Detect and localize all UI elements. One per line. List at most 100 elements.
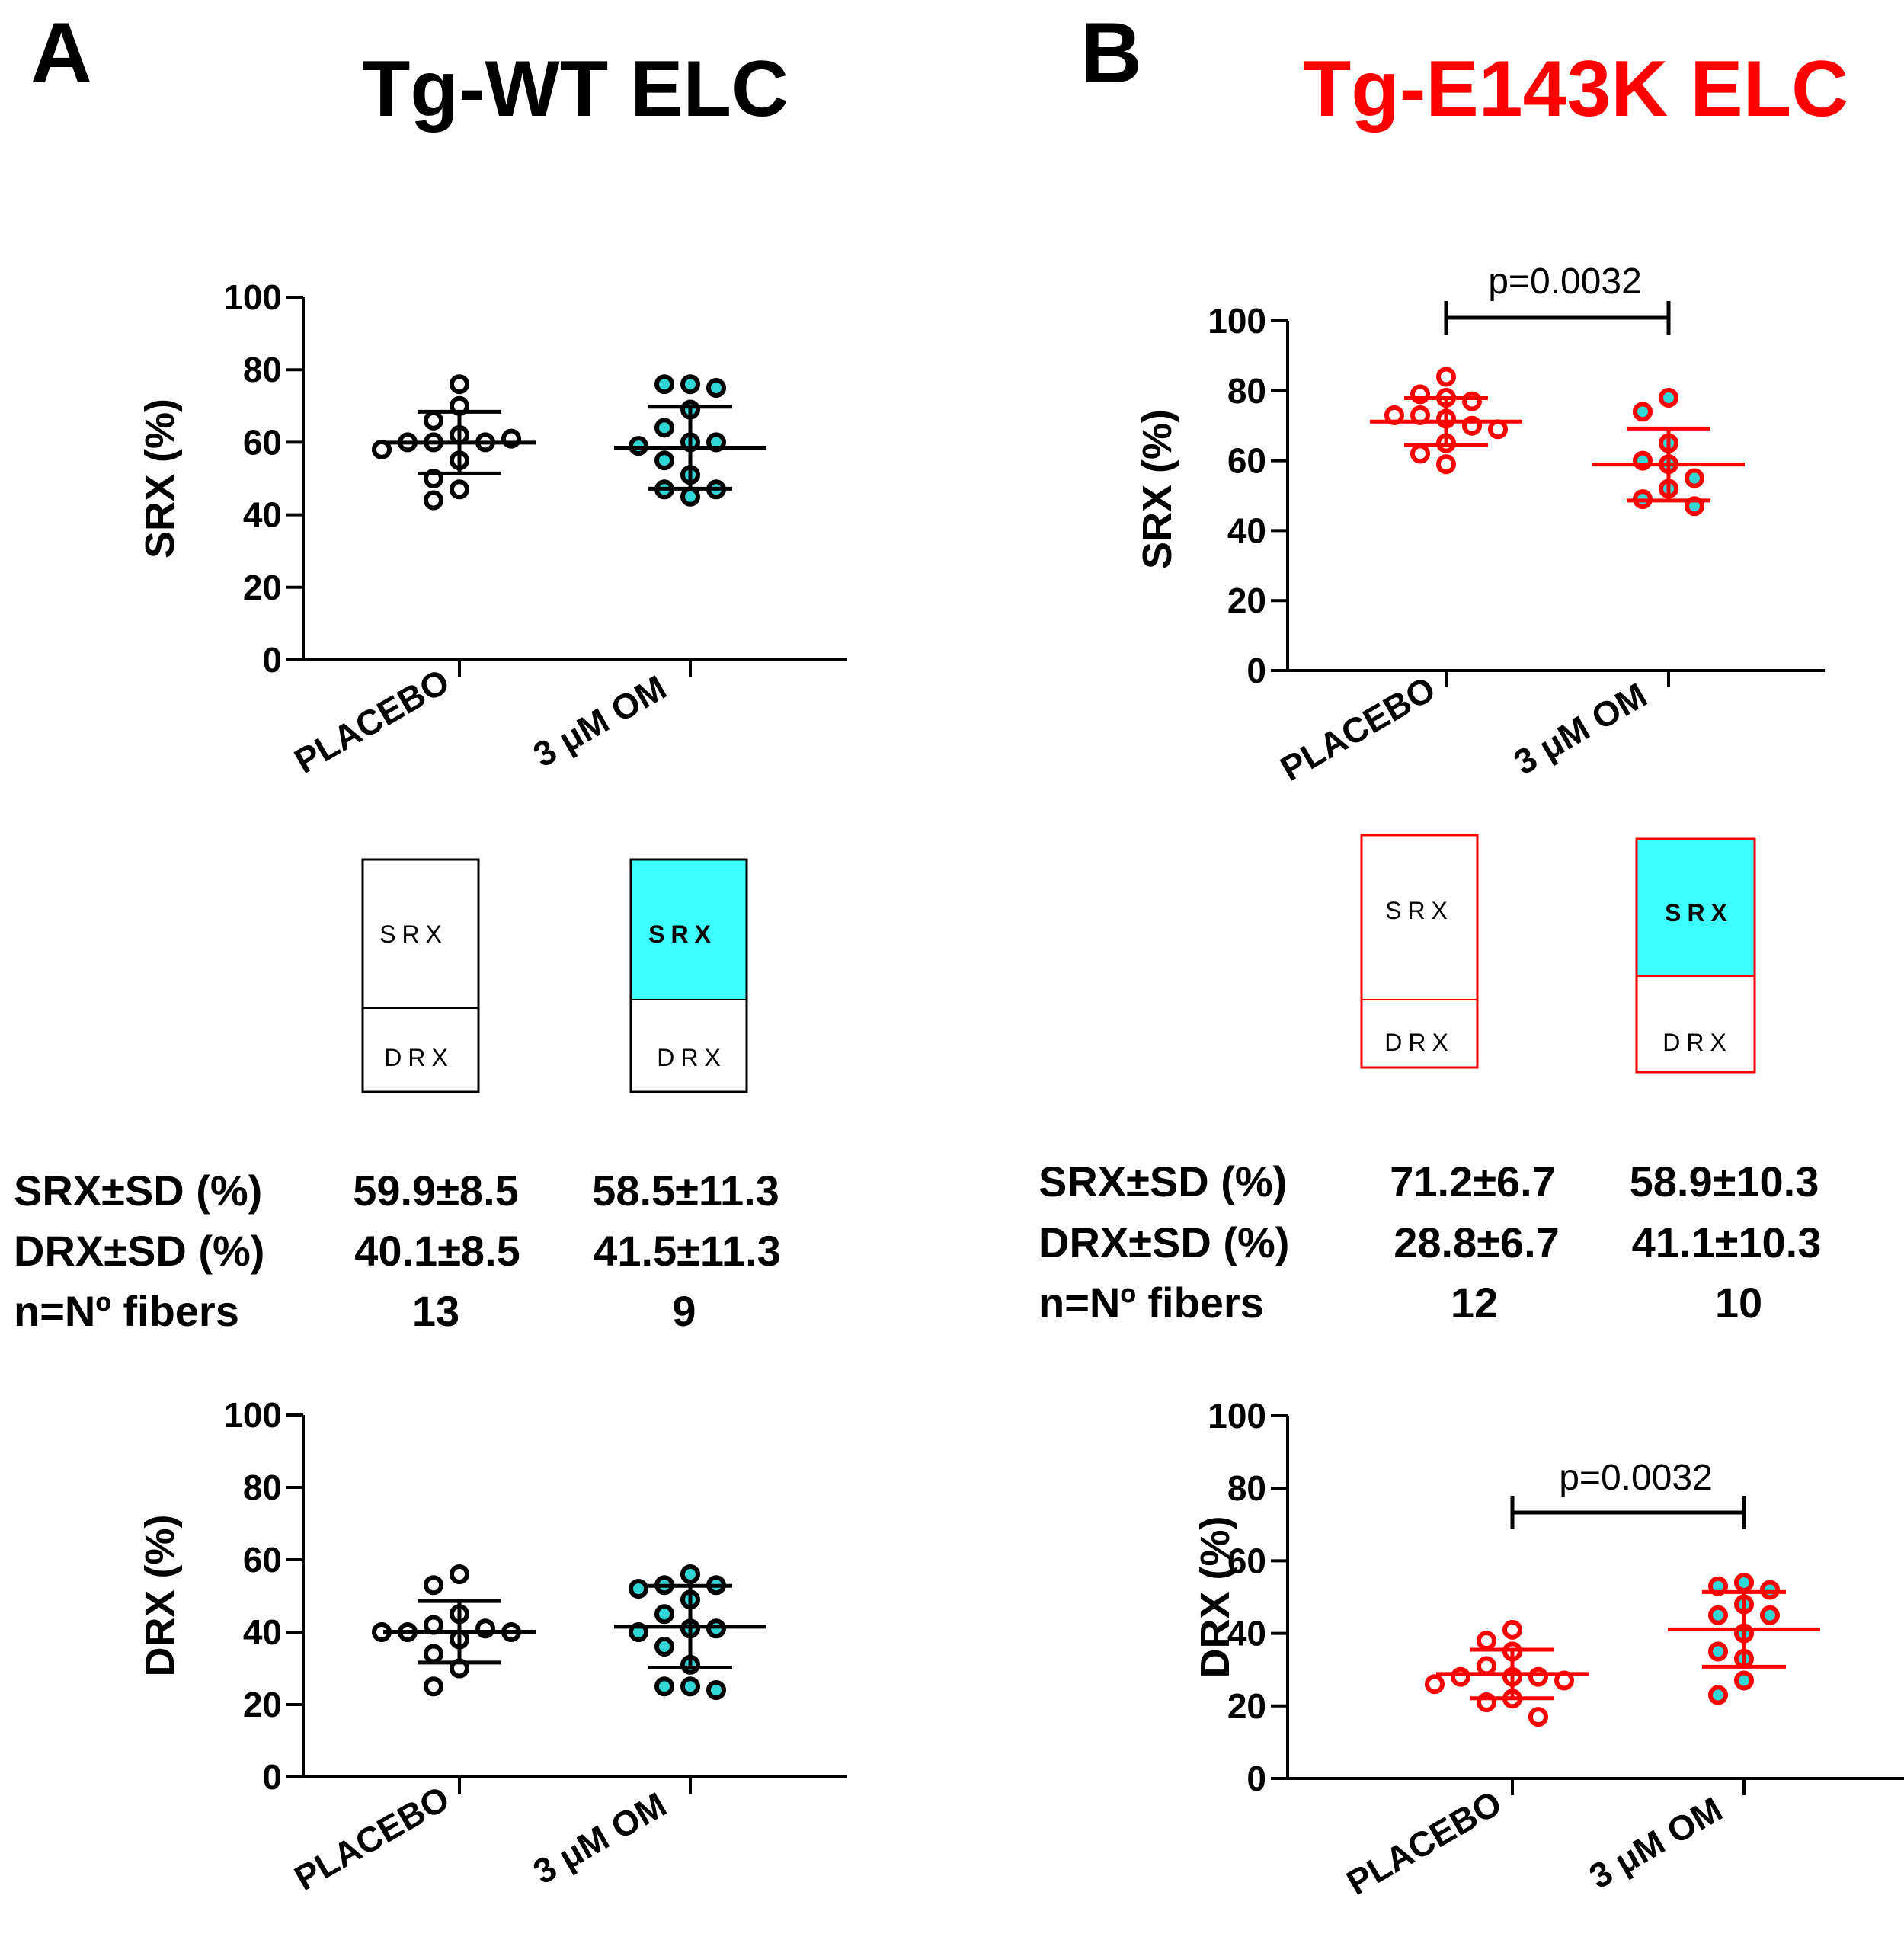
data-point xyxy=(1708,1685,1728,1705)
y-tick-label: 80 xyxy=(243,1468,282,1507)
y-tick-label: 20 xyxy=(243,1685,282,1724)
data-point xyxy=(424,1575,443,1596)
table-row-label-srx: SRX±SD (%) xyxy=(14,1167,262,1215)
data-point xyxy=(1477,1631,1496,1651)
table-cell-placebo-srx: 59.9±8.5 xyxy=(353,1167,519,1215)
data-point xyxy=(1451,1666,1470,1687)
schematic-box xyxy=(1360,834,1479,1069)
chart-b-srx: 0 20 40 60 80 100 SRX (%) PLACEBO 3 μM OM p=0.003… xyxy=(1134,261,1825,789)
y-axis-label: DRX (%) xyxy=(1192,1516,1238,1679)
table-cell-om-drx: 41.5±11.3 xyxy=(594,1227,781,1275)
schematic-drx-label: DRX xyxy=(1384,1029,1454,1056)
schematic-srx-fill xyxy=(631,860,747,1000)
x-tick-label: 3 μM OM xyxy=(1582,1789,1729,1897)
data-point xyxy=(1425,1674,1445,1695)
table-cell-om-srx: 58.9±10.3 xyxy=(1630,1157,1819,1205)
y-tick-label: 40 xyxy=(243,495,282,535)
data-point xyxy=(424,1644,443,1664)
data-point xyxy=(654,374,674,395)
data-point xyxy=(1708,1605,1728,1625)
y-tick-label: 80 xyxy=(1227,371,1266,411)
y-tick-label: 60 xyxy=(1227,441,1266,481)
table-cell-placebo-drx: 28.8±6.7 xyxy=(1394,1218,1560,1266)
y-tick-label: 20 xyxy=(1227,581,1266,620)
data-point xyxy=(1528,1707,1548,1727)
data-point xyxy=(1760,1605,1780,1625)
y-tick-label: 100 xyxy=(223,277,282,317)
data-point xyxy=(654,1676,674,1697)
chart-a-srx: 0 20 40 60 80 100 SRX (%) PLACEBO 3 μM OM xyxy=(137,277,847,781)
table-row-label-n: n=Nº fibers xyxy=(14,1287,239,1335)
y-tick-label: 80 xyxy=(1227,1468,1266,1508)
data-point xyxy=(1708,1641,1728,1662)
table-cell-placebo-drx: 40.1±8.5 xyxy=(354,1227,520,1275)
x-tick-label: PLACEBO xyxy=(288,661,456,780)
schematic-drx-label: DRX xyxy=(657,1044,727,1071)
y-tick-label: 20 xyxy=(243,568,282,607)
data-point xyxy=(450,374,469,395)
y-tick-label: 60 xyxy=(243,1540,282,1580)
y-tick-label: 0 xyxy=(1246,651,1266,690)
data-point xyxy=(680,1676,700,1697)
data-point xyxy=(450,479,469,500)
data-point xyxy=(654,418,674,438)
y-tick-label: 0 xyxy=(1246,1759,1266,1798)
y-tick-label: 40 xyxy=(1227,511,1266,550)
data-point xyxy=(1528,1666,1548,1687)
data-point xyxy=(654,1604,674,1625)
data-point xyxy=(1502,1619,1522,1640)
table-row-label-srx: SRX±SD (%) xyxy=(1038,1157,1287,1205)
data-point xyxy=(1462,391,1482,411)
y-tick-label: 0 xyxy=(262,1757,282,1797)
chart-b-drx: 0 20 40 60 80 100 DRX (%) PLACEBO 3 μM OM p=0.003… xyxy=(1192,1396,1904,1903)
y-tick-label: 100 xyxy=(1208,1396,1266,1436)
table-row-label-drx: DRX±SD (%) xyxy=(14,1227,264,1275)
y-tick-label: 100 xyxy=(1208,301,1266,341)
y-tick-label: 20 xyxy=(1227,1686,1266,1726)
data-point xyxy=(1436,367,1456,387)
data-point xyxy=(1760,1580,1780,1600)
x-tick-label: 3 μM OM xyxy=(1507,675,1653,783)
data-point xyxy=(1488,419,1508,440)
y-tick-label: 60 xyxy=(243,422,282,462)
x-tick-label: 3 μM OM xyxy=(526,667,673,775)
table-cell-placebo-srx: 71.2±6.7 xyxy=(1390,1157,1556,1205)
x-tick-label: PLACEBO xyxy=(1340,1782,1509,1902)
table-cell-om-n: 10 xyxy=(1715,1279,1762,1327)
table-row-label-n: n=Nº fibers xyxy=(1038,1279,1264,1327)
schematic-srx-fill xyxy=(1637,839,1755,976)
data-point xyxy=(629,1579,648,1599)
x-tick-label: PLACEBO xyxy=(288,1778,456,1897)
table-cell-om-n: 9 xyxy=(672,1287,696,1335)
y-tick-label: 40 xyxy=(243,1612,282,1652)
data-point xyxy=(680,486,700,507)
y-axis-label: SRX (%) xyxy=(1134,409,1180,569)
chart-a-drx: 0 20 40 60 80 100 DRX (%) PLACEBO 3 μM OM xyxy=(137,1395,847,1898)
schematic-srx-label: SRX xyxy=(379,920,448,948)
schematic-a-om: SRX DRX xyxy=(629,858,748,1093)
data-point xyxy=(1436,454,1456,475)
data-point xyxy=(1410,443,1430,464)
x-tick-label: 3 μM OM xyxy=(526,1785,673,1892)
data-point xyxy=(654,450,674,471)
schematic-srx-label: SRX xyxy=(648,920,717,948)
table-cell-om-drx: 41.1±10.3 xyxy=(1632,1218,1822,1266)
schematic-srx-label: SRX xyxy=(1385,897,1454,924)
data-point xyxy=(1633,402,1653,422)
schematic-b-placebo: SRX DRX xyxy=(1360,834,1479,1069)
data-point xyxy=(372,439,392,459)
data-point xyxy=(424,410,443,431)
data-point xyxy=(1734,1670,1754,1691)
schematic-b-om: SRX DRX xyxy=(1635,837,1756,1074)
data-point xyxy=(1659,387,1678,408)
schematic-box xyxy=(629,858,748,1093)
table-row-label-drx: DRX±SD (%) xyxy=(1038,1218,1289,1266)
data-point xyxy=(680,374,700,395)
x-tick-label: PLACEBO xyxy=(1274,668,1442,788)
data-point xyxy=(680,1564,700,1584)
data-point xyxy=(424,1676,443,1697)
y-tick-label: 0 xyxy=(262,640,282,680)
data-point xyxy=(1685,468,1704,488)
data-point xyxy=(1477,1656,1496,1676)
